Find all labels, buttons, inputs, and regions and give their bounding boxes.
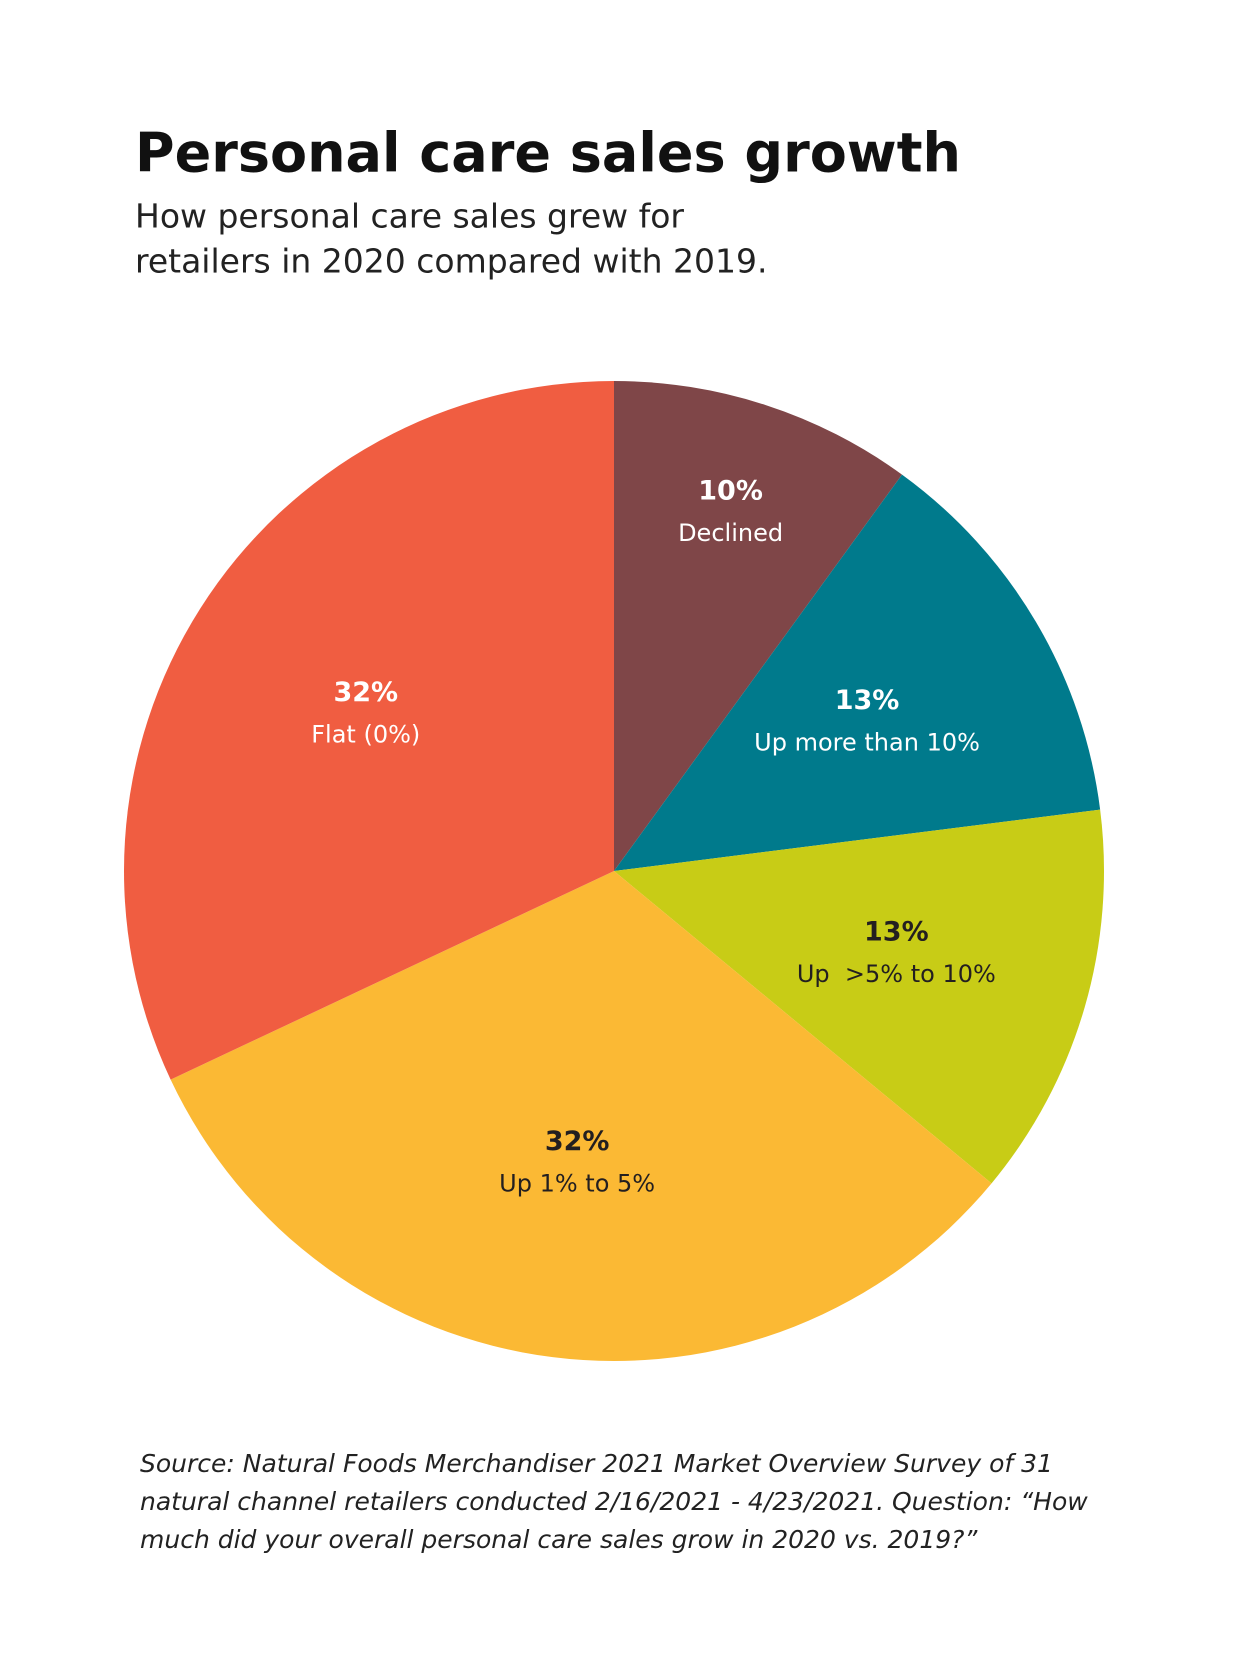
chart-title: Personal care sales growth bbox=[135, 122, 961, 185]
slice-value-label: 10% bbox=[698, 476, 763, 507]
chart-subtitle: retailers in 2020 compared with 2019. bbox=[135, 242, 767, 281]
slice-category-label: Declined bbox=[678, 519, 783, 547]
slice-value-label: 32% bbox=[333, 677, 398, 708]
slice-category-label: Up >5% to 10% bbox=[797, 960, 996, 988]
slice-value-label: 13% bbox=[864, 917, 929, 948]
chart-subtitle: How personal care sales grew for bbox=[135, 197, 684, 236]
slice-value-label: 32% bbox=[545, 1126, 610, 1157]
slice-category-label: Flat (0%) bbox=[311, 720, 420, 748]
slice-category-label: Up 1% to 5% bbox=[499, 1170, 655, 1198]
source-note: Source: Natural Foods Merchandiser 2021 … bbox=[140, 1449, 1088, 1554]
slice-category-label: Up more than 10% bbox=[754, 728, 980, 756]
pie-slice bbox=[614, 381, 903, 871]
pie-slice bbox=[170, 871, 992, 1361]
pie-slice bbox=[614, 809, 1104, 1184]
pie-slice bbox=[614, 474, 1101, 871]
slice-value-label: 13% bbox=[835, 685, 900, 716]
pie-slice bbox=[123, 381, 614, 1080]
